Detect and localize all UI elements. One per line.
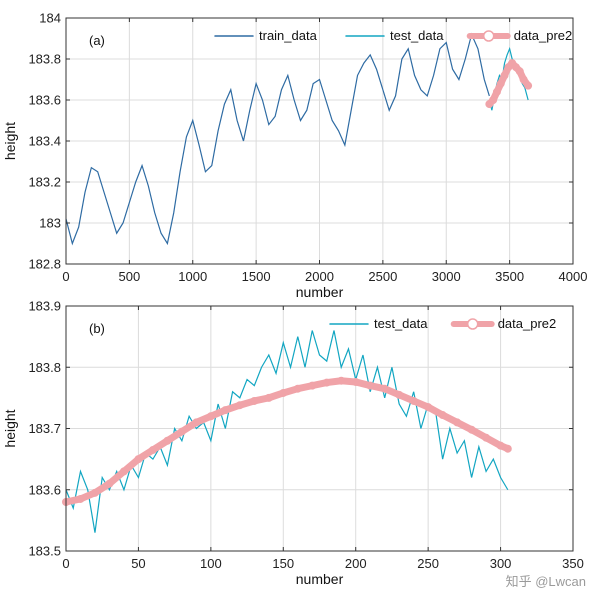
data-point-data_pre2 xyxy=(503,444,512,453)
data-point-data_pre2 xyxy=(119,467,128,476)
x-axis-label: number xyxy=(296,571,344,587)
legend: test_data data_pre2 xyxy=(329,316,557,331)
x-axis-label: number xyxy=(296,284,344,300)
data-point-data_pre2 xyxy=(438,411,447,420)
data-point-data_pre2 xyxy=(496,79,505,88)
y-tick-label: 183.2 xyxy=(28,175,61,190)
chart-panel-b: 0 50 100 150 200 250 300 350 183.5 183.6 183.7 183.… xyxy=(2,299,584,588)
data-point-data_pre2 xyxy=(524,81,533,90)
legend: train_data test_data data_pre2 xyxy=(214,28,573,43)
data-point-data_pre2 xyxy=(221,406,230,415)
x-tick-label: 1500 xyxy=(242,269,271,284)
data-point-data_pre2 xyxy=(148,445,157,454)
data-point-data_pre2 xyxy=(380,384,389,393)
x-tick-label: 50 xyxy=(131,556,145,571)
legend-label-train_data: train_data xyxy=(259,28,318,43)
x-tick-label: 150 xyxy=(272,556,294,571)
y-tick-label: 183.6 xyxy=(28,482,61,497)
y-tick-label: 182.8 xyxy=(28,257,61,272)
watermark: 知乎 @Lwcan xyxy=(505,574,586,589)
x-tick-label: 3500 xyxy=(495,269,524,284)
panel-label: (a) xyxy=(89,33,105,48)
data-point-data_pre2 xyxy=(264,393,273,402)
y-tick-label: 183.4 xyxy=(28,134,61,149)
panel-label: (b) xyxy=(89,321,105,336)
y-tick-label: 183.5 xyxy=(28,544,61,559)
legend-marker-data_pre2 xyxy=(482,30,495,42)
legend-label-test_data: test_data xyxy=(374,316,428,331)
x-tick-label: 1000 xyxy=(178,269,207,284)
legend-label-test_data: test_data xyxy=(390,28,444,43)
data-point-data_pre2 xyxy=(492,87,501,96)
x-tick-label: 4000 xyxy=(559,269,588,284)
y-tick-label: 183.6 xyxy=(28,93,61,108)
data-point-data_pre2 xyxy=(519,75,528,84)
x-tick-label: 0 xyxy=(62,269,69,284)
x-tick-label: 3000 xyxy=(432,269,461,284)
x-tick-label: 100 xyxy=(200,556,222,571)
chart-panel-a: 0 500 1000 1500 2000 2500 3000 3500 4000 182.8 183… xyxy=(2,11,587,301)
data-point-data_pre2 xyxy=(322,378,331,387)
data-point-data_pre2 xyxy=(467,425,476,434)
data-point-data_pre2 xyxy=(337,376,346,385)
x-tick-label: 250 xyxy=(417,556,439,571)
data-point-data_pre2 xyxy=(105,479,114,488)
y-tick-label: 183 xyxy=(39,216,61,231)
data-point-data_pre2 xyxy=(90,488,99,497)
data-point-data_pre2 xyxy=(76,494,85,503)
data-point-data_pre2 xyxy=(395,390,404,399)
y-tick-label: 184 xyxy=(39,11,61,26)
legend-label-data_pre2: data_pre2 xyxy=(498,316,557,331)
data-point-data_pre2 xyxy=(453,418,462,427)
data-point-data_pre2 xyxy=(351,377,360,386)
data-point-data_pre2 xyxy=(489,96,498,104)
y-axis-label: height xyxy=(2,409,18,447)
data-point-data_pre2 xyxy=(496,441,505,450)
x-tick-label: 350 xyxy=(562,556,584,571)
data-point-data_pre2 xyxy=(308,381,317,390)
data-point-data_pre2 xyxy=(500,71,509,80)
data-point-data_pre2 xyxy=(192,418,201,427)
y-axis-label: height xyxy=(2,122,18,160)
y-tick-label: 183.8 xyxy=(28,52,61,67)
data-point-data_pre2 xyxy=(235,401,244,410)
data-point-data_pre2 xyxy=(293,384,302,393)
data-point-data_pre2 xyxy=(163,436,172,445)
x-tick-label: 2500 xyxy=(368,269,397,284)
data-point-data_pre2 xyxy=(515,67,524,76)
y-tick-label: 183.7 xyxy=(28,421,61,436)
data-point-data_pre2 xyxy=(424,403,433,412)
data-point-data_pre2 xyxy=(482,433,491,442)
data-point-data_pre2 xyxy=(366,381,375,390)
data-point-data_pre2 xyxy=(279,388,288,397)
data-point-data_pre2 xyxy=(250,396,259,405)
legend-label-data_pre2: data_pre2 xyxy=(514,28,573,43)
series-line-train_data xyxy=(65,32,490,246)
data-point-data_pre2 xyxy=(177,427,186,436)
x-tick-label: 200 xyxy=(345,556,367,571)
data-point-data_pre2 xyxy=(134,455,143,464)
y-tick-label: 183.8 xyxy=(28,360,61,375)
data-point-data_pre2 xyxy=(409,396,418,405)
x-tick-label: 0 xyxy=(62,556,69,571)
y-tick-label: 183.9 xyxy=(28,299,61,314)
legend-marker-data_pre2 xyxy=(466,318,479,330)
x-tick-label: 2000 xyxy=(305,269,334,284)
data-point-data_pre2 xyxy=(206,412,215,421)
x-tick-label: 500 xyxy=(119,269,141,284)
x-tick-label: 300 xyxy=(490,556,512,571)
